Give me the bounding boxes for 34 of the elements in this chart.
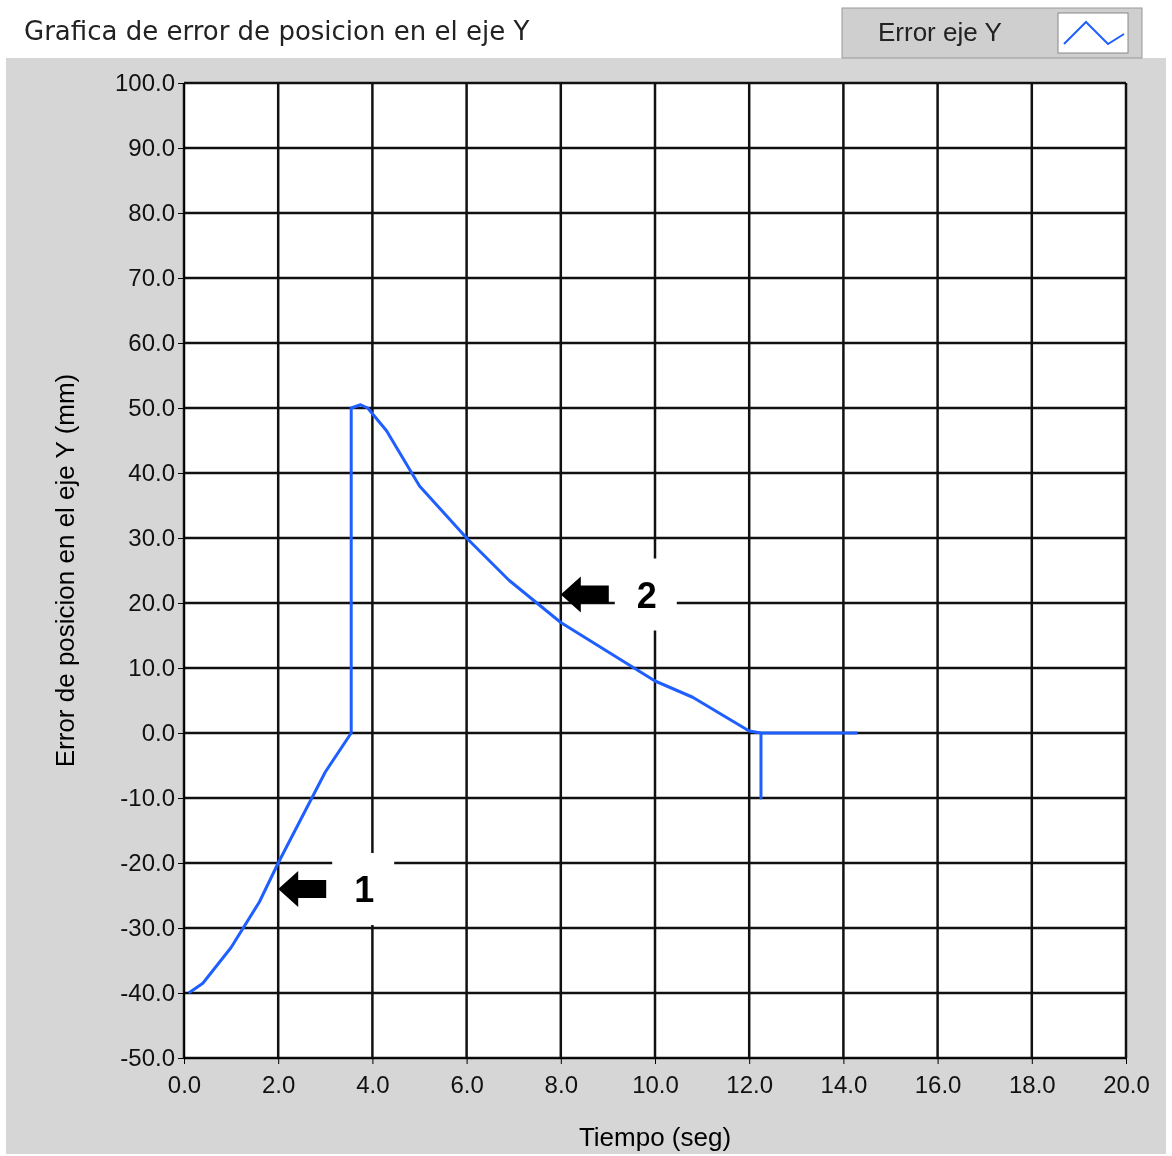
y-tick-label: 40.0: [128, 459, 175, 487]
chart-title: Grafica de error de posicion en el eje Y: [24, 16, 530, 46]
y-tick-label: 30.0: [128, 524, 175, 552]
x-tick-label: 0.0: [167, 1071, 202, 1099]
y-tick-label: -50.0: [120, 1044, 175, 1072]
line-series: [187, 403, 860, 995]
x-tick-label: 10.0: [632, 1071, 679, 1099]
y-tick-label: 50.0: [128, 394, 175, 422]
y-tick-label: 10.0: [128, 654, 175, 682]
y-tick-label: 70.0: [128, 264, 175, 292]
y-tick-label: -10.0: [120, 784, 175, 812]
x-tick-label: 20.0: [1103, 1071, 1150, 1099]
y-tick-label: 80.0: [128, 199, 175, 227]
annotation: 2: [636, 574, 657, 616]
legend-label: Error eje Y: [878, 17, 1002, 47]
x-tick-label: 12.0: [726, 1071, 774, 1099]
y-tick-label: 0.0: [141, 719, 175, 747]
x-tick-label: 14.0: [820, 1071, 868, 1099]
x-axis-title: Tiempo (seg): [578, 1122, 732, 1152]
x-tick-label: 16.0: [914, 1071, 962, 1099]
x-tick-label: 18.0: [1008, 1071, 1056, 1099]
y-tick-label: -40.0: [120, 979, 175, 1007]
x-tick-label: 2.0: [262, 1071, 296, 1099]
y-tick-label: 100.0: [114, 69, 175, 97]
y-axis-title: Error de posicion en el eje Y (mm): [50, 373, 80, 768]
x-tick-label: 6.0: [450, 1071, 484, 1099]
y-tick-label: 20.0: [128, 589, 175, 617]
x-tick-label: 8.0: [544, 1071, 578, 1099]
y-tick-label: -20.0: [120, 849, 175, 877]
y-tick-label: 60.0: [128, 329, 175, 357]
y-tick-label: 90.0: [128, 134, 175, 162]
annotation: 1: [354, 869, 375, 910]
y-tick-label: -30.0: [120, 914, 175, 942]
x-tick-label: 4.0: [356, 1071, 390, 1099]
